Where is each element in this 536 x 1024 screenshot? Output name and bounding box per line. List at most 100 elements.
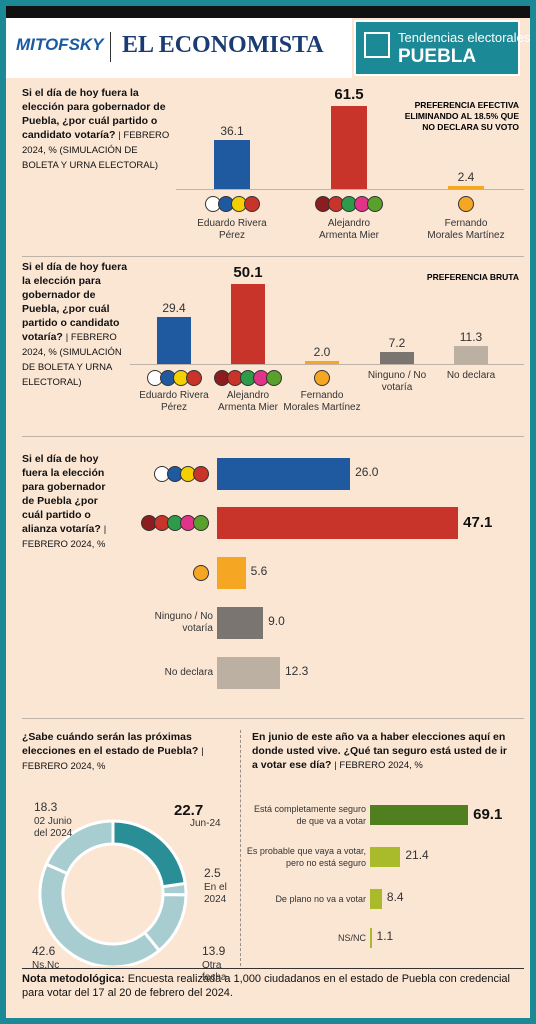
category-label: Ninguno / No votaría — [154, 611, 213, 634]
baseline — [176, 189, 524, 190]
category-label: NS/NC — [337, 933, 366, 943]
bar — [217, 607, 264, 639]
separator — [22, 968, 524, 969]
question: Si el día de hoy fuera la elección para … — [22, 260, 130, 390]
title: Si el día de hoy fuera la elección para … — [22, 453, 106, 535]
value-label: 22.7 — [174, 802, 204, 819]
value-label: 26.0 — [355, 465, 379, 479]
footnote: Nota metodológica: Encuesta realizada a … — [22, 972, 522, 1000]
value-label: 29.4 — [162, 300, 186, 315]
value-label: 50.1 — [233, 263, 263, 281]
category-label: En el 2024 — [204, 882, 227, 905]
footnote-label: Nota metodológica: — [22, 973, 125, 985]
donut-slice — [44, 819, 115, 876]
category-label: Ninguno / No votaría — [367, 370, 427, 393]
category-label: Es probable que vaya a votar, pero no es… — [246, 846, 366, 868]
divider — [240, 730, 241, 966]
bar — [214, 140, 250, 189]
subtitle: | FEBRERO 2024, % (SIMULACIÓN DE BOLETA … — [22, 130, 170, 171]
value-label: 7.2 — [388, 336, 406, 351]
separator — [22, 436, 524, 437]
header-left: MITOFSKY EL ECONOMISTA — [6, 18, 352, 78]
party-logo — [193, 565, 209, 581]
title: ¿Sabe cuándo serán las próximas eleccion… — [22, 731, 199, 757]
category-label: Alejandro Armenta Mier — [217, 390, 278, 413]
subtitle: | FEBRERO 2024, % (SIMULACIÓN DE BOLETA … — [22, 332, 122, 388]
value-label: 5.6 — [250, 564, 268, 578]
category-label: Fernando Morales Martínez — [427, 218, 505, 241]
category-label: Eduardo Rivera Pérez — [197, 218, 267, 241]
question: Si el día de hoy fuera la elección para … — [22, 452, 120, 552]
party-logo — [185, 370, 202, 386]
bar — [331, 105, 367, 189]
bar — [380, 352, 414, 364]
value-label: 18.3 — [34, 800, 58, 814]
category-label: De plano no va a votar — [275, 894, 366, 904]
value-label: 13.9 — [202, 944, 226, 958]
value-label: 69.1 — [473, 806, 503, 823]
bar — [157, 316, 191, 364]
bar — [217, 458, 351, 490]
subtitle: | FEBRERO 2024, % — [22, 524, 107, 550]
value-label: 9.0 — [268, 614, 285, 628]
value-label: 12.3 — [284, 664, 309, 678]
category-label: Ns,Nc — [32, 960, 60, 971]
party-logo — [458, 196, 474, 212]
party-logo — [243, 196, 260, 212]
bar — [305, 360, 339, 364]
party-logo — [193, 466, 209, 482]
footnote-text: Encuesta realizada a 1,000 ciudadanos en… — [22, 973, 510, 999]
state-title: PUEBLA — [398, 46, 477, 67]
donut-slice — [38, 862, 162, 966]
party-logo — [367, 196, 383, 212]
ballot-icon — [364, 32, 390, 58]
value-label: 2.0 — [313, 344, 331, 359]
separator — [22, 256, 524, 257]
bar — [217, 557, 246, 589]
value-label: 61.5 — [334, 85, 364, 103]
baseline — [130, 364, 524, 365]
title: Si el día de hoy fuera la elección para … — [22, 261, 128, 343]
value-label: 8.4 — [386, 890, 404, 904]
note: PREFERENCIA EFECTIVA ELIMINANDO AL 18.5%… — [404, 100, 519, 132]
top-bar — [6, 6, 530, 18]
section-title: Tendencias electorales — [398, 30, 531, 45]
header-right: Tendencias electorales PUEBLA — [354, 20, 530, 76]
value-label: 1.1 — [376, 929, 394, 943]
title: Si el día de hoy fuera la elección para … — [22, 87, 166, 141]
category-label: Jun-24 — [190, 818, 221, 829]
bar — [370, 889, 382, 909]
bar — [370, 928, 372, 948]
value-label: 2.5 — [204, 866, 221, 880]
bar — [370, 805, 469, 825]
title: En junio de este año va a haber eleccion… — [252, 731, 507, 771]
category-label: Alejandro Armenta Mier — [318, 218, 379, 241]
party-logo — [314, 370, 330, 386]
category-label: Eduardo Rivera Pérez — [139, 390, 209, 413]
value-label: 42.6 — [32, 944, 56, 958]
note: PREFERENCIA BRUTA — [426, 272, 519, 282]
value-label: 11.3 — [459, 329, 483, 344]
subtitle: | FEBRERO 2024, % — [22, 746, 204, 772]
divider — [110, 32, 111, 62]
bar — [217, 507, 459, 539]
value-label: 47.1 — [463, 514, 493, 531]
category-label: Fernando Morales Martínez — [283, 390, 361, 413]
brand: MITOFSKY — [16, 35, 104, 54]
category-label: Otra fecha — [202, 960, 227, 983]
category-label: No declara — [164, 667, 213, 678]
value-label: 2.4 — [457, 169, 475, 184]
value-label: 21.4 — [405, 848, 429, 862]
subtitle: | FEBRERO 2024, % — [334, 760, 423, 771]
category-label: No declara — [446, 370, 496, 381]
party-logo — [266, 370, 282, 386]
question: En junio de este año va a haber eleccion… — [252, 730, 514, 773]
newspaper: EL ECONOMISTA — [122, 32, 324, 58]
bar — [217, 657, 280, 689]
party-logo — [193, 515, 209, 531]
donut-chart — [38, 819, 188, 966]
bar — [454, 345, 488, 364]
question: ¿Sabe cuándo serán las próximas eleccion… — [22, 730, 232, 774]
bar — [448, 185, 484, 189]
